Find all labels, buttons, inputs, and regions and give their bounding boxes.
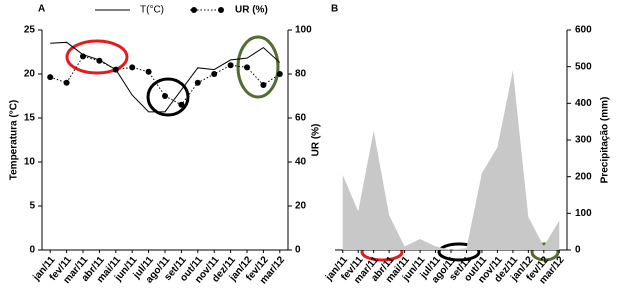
y2-tick-label: 100 bbox=[295, 25, 312, 36]
y-tick-label: 10 bbox=[24, 157, 36, 168]
y-tick-label: 20 bbox=[24, 69, 36, 80]
legend-label: T(°C) bbox=[140, 5, 164, 16]
y-tick-label: 400 bbox=[575, 98, 592, 109]
highlight-ellipse bbox=[146, 77, 190, 117]
y-tick-label: 5 bbox=[29, 201, 35, 212]
highlight-ellipse bbox=[530, 242, 560, 262]
point bbox=[227, 62, 234, 69]
y-tick-label: 500 bbox=[575, 61, 592, 72]
y-tick-label: 0 bbox=[575, 245, 581, 256]
point bbox=[145, 68, 152, 75]
y-tick-label: 600 bbox=[575, 25, 592, 36]
y2-tick-label: 20 bbox=[295, 201, 307, 212]
point bbox=[80, 53, 86, 60]
y-axis-label: Temperatura (°C) bbox=[9, 100, 20, 181]
y-tick-label: 25 bbox=[24, 25, 36, 36]
legend-marker bbox=[191, 7, 197, 13]
y-tick-label: 100 bbox=[575, 208, 592, 219]
highlight-ellipse bbox=[65, 39, 129, 75]
point bbox=[211, 71, 218, 77]
y2-tick-label: 0 bbox=[295, 245, 301, 256]
area bbox=[342, 70, 560, 250]
y2-axis-label: UR (%) bbox=[311, 124, 322, 157]
panel-label: B bbox=[331, 4, 338, 15]
point bbox=[96, 57, 103, 64]
y-tick-label: 300 bbox=[575, 135, 592, 146]
point bbox=[112, 66, 119, 73]
y-axis-label: Precipitação (mm) bbox=[600, 97, 611, 184]
point bbox=[276, 71, 283, 77]
point bbox=[178, 101, 185, 108]
point bbox=[194, 79, 201, 86]
y2-tick-label: 60 bbox=[295, 113, 307, 124]
point bbox=[47, 74, 54, 81]
legend-marker bbox=[218, 7, 224, 13]
point bbox=[129, 64, 136, 71]
y-tick-label: 0 bbox=[29, 245, 35, 256]
y-tick-label: 15 bbox=[24, 113, 36, 124]
y-tick-label: 200 bbox=[575, 171, 592, 182]
y2-tick-label: 40 bbox=[295, 157, 307, 168]
point bbox=[63, 79, 70, 86]
highlight-ellipse bbox=[437, 242, 481, 262]
point bbox=[260, 82, 267, 88]
panel-label: A bbox=[38, 4, 45, 15]
series-line bbox=[50, 41, 281, 113]
point bbox=[162, 93, 168, 99]
y2-tick-label: 80 bbox=[295, 69, 307, 80]
legend-label: UR (%) bbox=[235, 5, 268, 16]
highlight-ellipse bbox=[236, 35, 280, 99]
point bbox=[244, 64, 250, 71]
